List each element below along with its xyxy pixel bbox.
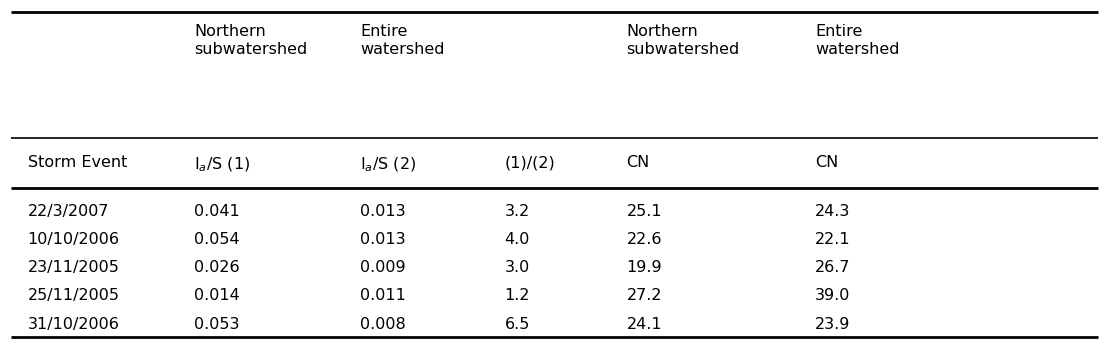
- Text: Northern
subwatershed: Northern subwatershed: [194, 24, 307, 57]
- Text: 0.008: 0.008: [360, 317, 406, 332]
- Text: I$_a$/S (1): I$_a$/S (1): [194, 155, 251, 174]
- Text: CN: CN: [815, 155, 838, 170]
- Text: 0.009: 0.009: [360, 260, 406, 275]
- Text: Entire
watershed: Entire watershed: [815, 24, 899, 57]
- Text: 10/10/2006: 10/10/2006: [28, 232, 120, 247]
- Text: 39.0: 39.0: [815, 288, 851, 303]
- Text: 24.1: 24.1: [627, 317, 662, 332]
- Text: 22/3/2007: 22/3/2007: [28, 204, 109, 218]
- Text: Northern
subwatershed: Northern subwatershed: [627, 24, 740, 57]
- Text: 27.2: 27.2: [627, 288, 662, 303]
- Text: Storm Event: Storm Event: [28, 155, 128, 170]
- Text: 22.1: 22.1: [815, 232, 851, 247]
- Text: 3.2: 3.2: [505, 204, 530, 218]
- Text: 0.011: 0.011: [360, 288, 406, 303]
- Text: 31/10/2006: 31/10/2006: [28, 317, 120, 332]
- Text: 6.5: 6.5: [505, 317, 530, 332]
- Text: 1.2: 1.2: [505, 288, 530, 303]
- Text: 23/11/2005: 23/11/2005: [28, 260, 120, 275]
- Text: 0.054: 0.054: [194, 232, 240, 247]
- Text: 26.7: 26.7: [815, 260, 851, 275]
- Text: 4.0: 4.0: [505, 232, 530, 247]
- Text: (1)/(2): (1)/(2): [505, 155, 556, 170]
- Text: 0.026: 0.026: [194, 260, 240, 275]
- Text: 3.0: 3.0: [505, 260, 530, 275]
- Text: 0.013: 0.013: [360, 204, 406, 218]
- Text: 25/11/2005: 25/11/2005: [28, 288, 120, 303]
- Text: 22.6: 22.6: [627, 232, 662, 247]
- Text: Entire
watershed: Entire watershed: [360, 24, 445, 57]
- Text: 23.9: 23.9: [815, 317, 851, 332]
- Text: 19.9: 19.9: [627, 260, 662, 275]
- Text: 0.014: 0.014: [194, 288, 240, 303]
- Text: 0.013: 0.013: [360, 232, 406, 247]
- Text: 25.1: 25.1: [627, 204, 662, 218]
- Text: CN: CN: [627, 155, 650, 170]
- Text: I$_a$/S (2): I$_a$/S (2): [360, 155, 417, 174]
- Text: 24.3: 24.3: [815, 204, 851, 218]
- Text: 0.041: 0.041: [194, 204, 240, 218]
- Text: 0.053: 0.053: [194, 317, 240, 332]
